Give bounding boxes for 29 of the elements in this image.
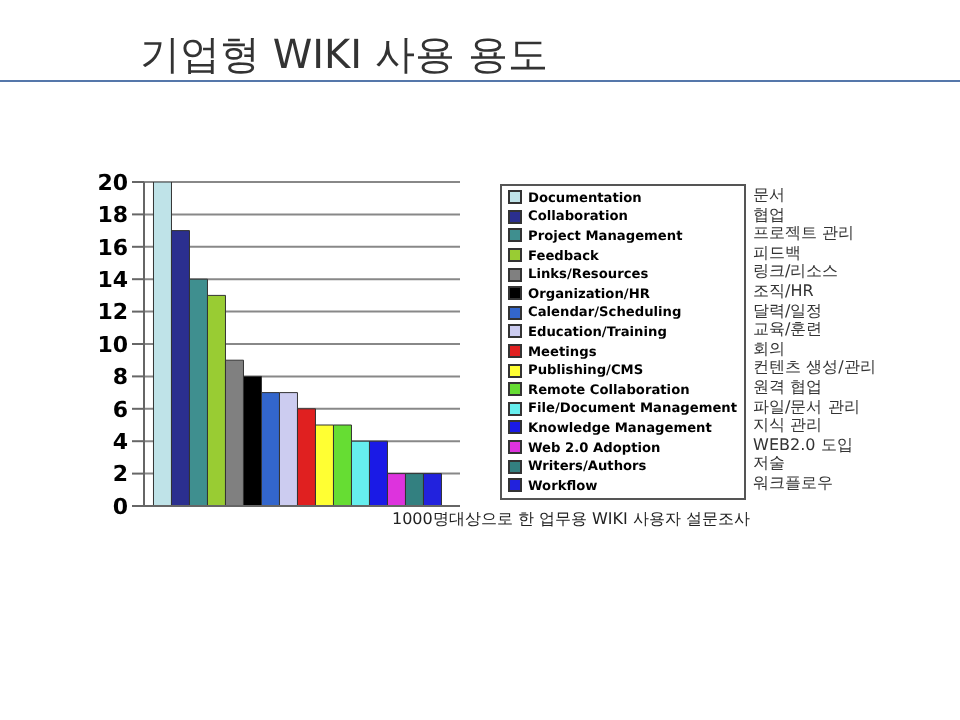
y-tick-label: 0: [112, 493, 129, 520]
y-tick-label: 10: [97, 331, 129, 358]
y-tick-label: 18: [97, 202, 128, 229]
text: 프로젝트 관리: [753, 224, 857, 244]
text: 1000명대상으로 한 업무용 WIKI 사용자 설문조사: [392, 508, 750, 530]
y-tick-label: 8: [112, 364, 128, 391]
text: 협업: [753, 205, 788, 225]
y-tick-label: 2: [112, 461, 128, 488]
text: WEB2.0 도입: [753, 435, 855, 455]
y-tick-label: 14: [97, 267, 129, 294]
y-tick-label: 6: [112, 396, 129, 423]
text: 피드백: [753, 243, 804, 263]
y-tick-label: 20: [97, 169, 129, 196]
text: 회의: [753, 339, 788, 359]
text: 링크/리소스: [753, 262, 841, 282]
text: 교육/훈련: [753, 320, 825, 340]
text: 지식 관리: [753, 416, 825, 436]
text: 문서: [753, 186, 788, 206]
y-tick-label: 12: [97, 299, 128, 326]
text: 저술: [753, 454, 788, 474]
text: 파일/문서 관리: [753, 397, 862, 417]
text: 워크플로우: [753, 473, 836, 493]
text: 컨텐츠 생성/관리: [753, 358, 876, 378]
y-tick-label: 4: [112, 429, 129, 456]
text: 조직/HR: [753, 281, 816, 302]
text: 달력/일정: [753, 301, 825, 321]
text: 원격 협업: [753, 377, 825, 398]
y-tick-label: 16: [97, 234, 129, 261]
chart-title: 기업형 WIKI 사용 용도: [140, 28, 548, 82]
